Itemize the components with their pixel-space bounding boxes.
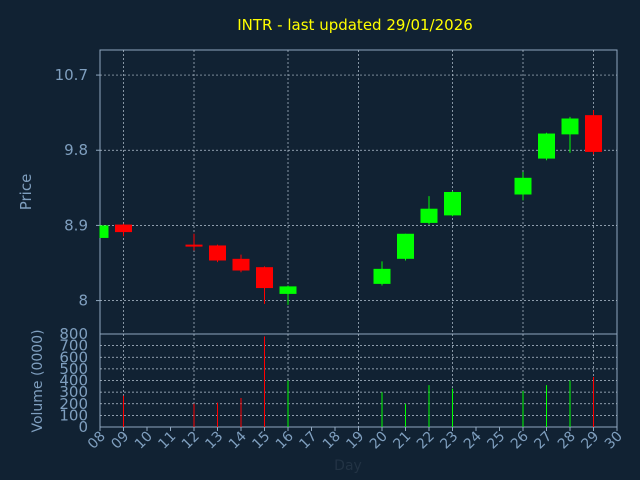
volume-tick-label: 200 bbox=[59, 395, 88, 413]
candle-body bbox=[100, 225, 109, 238]
day-axis-label: Day bbox=[334, 458, 362, 474]
candle-body bbox=[561, 118, 579, 135]
candle-body bbox=[115, 224, 132, 233]
volume-tick-label: 300 bbox=[59, 383, 88, 401]
price-tick-label: 9.8 bbox=[64, 141, 88, 159]
candle-body bbox=[444, 192, 461, 216]
chart-title: INTR - last updated 29/01/2026 bbox=[237, 16, 473, 34]
price-tick-label: 8 bbox=[78, 292, 88, 310]
volume-tick-label: 100 bbox=[59, 406, 88, 424]
volume-tick-label: 400 bbox=[59, 372, 88, 390]
volume-tick-label: 0 bbox=[78, 418, 88, 436]
candle-body bbox=[232, 258, 250, 271]
candle-body bbox=[185, 244, 203, 247]
price-axis-label: Price bbox=[17, 174, 35, 211]
price-tick-label: 8.9 bbox=[64, 216, 88, 234]
candle-body bbox=[514, 177, 532, 195]
candle-body bbox=[420, 208, 438, 223]
candle-body bbox=[209, 245, 226, 261]
volume-tick-label: 800 bbox=[59, 325, 88, 343]
volume-tick-label: 500 bbox=[59, 360, 88, 378]
candle-body bbox=[373, 268, 391, 284]
candle-body bbox=[538, 133, 555, 159]
price-tick-label: 10.7 bbox=[55, 66, 88, 84]
price-panel: 8 8.9 9.8 10.7 bbox=[55, 49, 618, 335]
candle-body bbox=[585, 115, 602, 152]
candle-body bbox=[256, 267, 273, 289]
volume-tick-label: 600 bbox=[59, 348, 88, 366]
day-axis: 08 09 10 11 12 13 14 15 16 17 18 19 20 21 22 23 24 25 26 27… bbox=[85, 427, 626, 452]
volume-tick-label: 700 bbox=[59, 337, 88, 355]
candle-body bbox=[397, 233, 414, 259]
candle-body bbox=[279, 286, 297, 294]
volume-axis-label: Volume (0000) bbox=[30, 329, 46, 432]
